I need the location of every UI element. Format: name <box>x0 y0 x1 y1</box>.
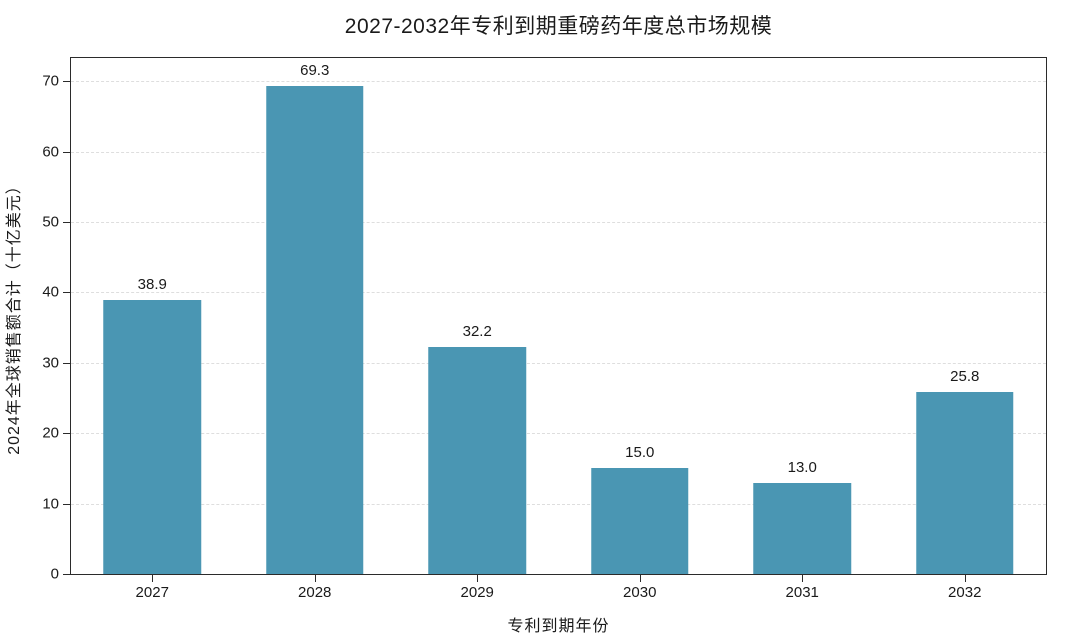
y-tick-label: 30 <box>42 354 59 372</box>
y-tick-mark <box>63 81 71 83</box>
y-tick-mark <box>63 433 71 435</box>
y-tick-mark <box>63 362 71 364</box>
y-tick-label: 50 <box>42 213 59 231</box>
bar <box>265 86 364 574</box>
bar <box>590 468 689 574</box>
bar-slot: 13.0 2031 <box>721 58 883 601</box>
bar-slot: 38.9 2027 <box>71 58 233 601</box>
gridline <box>71 292 1046 294</box>
x-tick-label: 2030 <box>623 584 657 601</box>
y-tick-mark <box>63 574 71 575</box>
y-tick-label: 0 <box>50 565 59 583</box>
bar <box>753 482 851 574</box>
bar-value-label: 15.0 <box>625 444 655 462</box>
y-tick-label: 20 <box>42 424 59 442</box>
x-tick-label: 2032 <box>948 584 982 601</box>
gridline <box>71 151 1046 153</box>
y-axis-label: 2024年全球销售额合计（十亿美元） <box>6 177 23 455</box>
gridline <box>71 362 1046 364</box>
x-tick-mark <box>802 574 804 582</box>
bar <box>103 300 201 574</box>
plot-area: 0 10 20 30 40 50 60 70 38.9 2027 69.3 2028 32.2 2029 1… <box>42 57 1047 601</box>
x-axis-label: 专利到期年份 <box>507 618 610 635</box>
y-tick-mark <box>63 151 71 153</box>
y-tick-label: 60 <box>42 143 59 161</box>
bar-value-label: 13.0 <box>787 458 817 476</box>
y-tick-label: 10 <box>42 495 59 513</box>
x-tick-label: 2027 <box>135 584 169 601</box>
bar <box>428 347 526 574</box>
bar-slot: 32.2 2029 <box>396 58 558 601</box>
x-tick-mark <box>314 574 316 582</box>
gridline <box>71 222 1046 224</box>
y-tick-mark <box>63 222 71 224</box>
x-tick-mark <box>639 574 641 582</box>
bar-value-label: 32.2 <box>462 323 492 341</box>
bar-value-label: 38.9 <box>137 276 167 294</box>
y-tick-mark <box>63 292 71 294</box>
y-tick-label: 70 <box>42 72 59 90</box>
y-tick-mark <box>63 503 71 505</box>
x-tick-label: 2029 <box>460 584 494 601</box>
bar-slot: 25.8 2032 <box>884 58 1046 601</box>
bar-slot: 15.0 2030 <box>559 58 721 601</box>
chart-title: 2027-2032年专利到期重磅药年度总市场规模 <box>344 15 773 38</box>
bar-slot: 69.3 2028 <box>233 58 395 601</box>
bar-value-label: 69.3 <box>300 62 330 80</box>
x-tick-label: 2028 <box>298 584 332 601</box>
bar-value-label: 25.8 <box>950 368 980 386</box>
gridline <box>71 81 1046 83</box>
x-tick-mark <box>964 574 966 582</box>
x-tick-mark <box>477 574 479 582</box>
bar <box>915 392 1014 574</box>
gridline <box>71 503 1046 505</box>
x-tick-label: 2031 <box>785 584 819 601</box>
x-tick-mark <box>152 574 154 582</box>
gridline <box>71 433 1046 435</box>
y-tick-label: 40 <box>42 283 59 301</box>
